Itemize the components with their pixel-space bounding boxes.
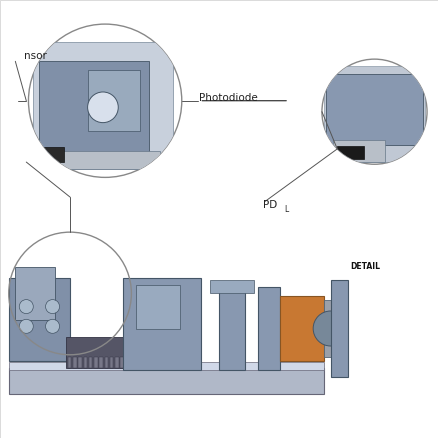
- FancyBboxPatch shape: [39, 61, 149, 158]
- FancyBboxPatch shape: [210, 280, 254, 293]
- FancyBboxPatch shape: [33, 42, 173, 169]
- FancyBboxPatch shape: [136, 285, 180, 328]
- Circle shape: [46, 300, 60, 314]
- Bar: [131, 357, 134, 368]
- FancyBboxPatch shape: [123, 278, 201, 370]
- Bar: [126, 357, 129, 368]
- FancyBboxPatch shape: [331, 280, 348, 377]
- Bar: [141, 357, 145, 368]
- FancyBboxPatch shape: [326, 74, 423, 145]
- Bar: [94, 357, 98, 368]
- Circle shape: [46, 319, 60, 333]
- Text: DETAIL: DETAIL: [350, 262, 380, 272]
- Bar: [157, 357, 161, 368]
- Circle shape: [19, 300, 33, 314]
- FancyBboxPatch shape: [337, 146, 364, 159]
- Bar: [147, 357, 150, 368]
- FancyBboxPatch shape: [333, 140, 385, 162]
- FancyBboxPatch shape: [9, 278, 70, 361]
- Circle shape: [88, 92, 118, 123]
- Circle shape: [313, 311, 348, 346]
- Bar: [68, 357, 71, 368]
- Bar: [78, 357, 82, 368]
- Text: Photodiode: Photodiode: [199, 93, 258, 103]
- FancyBboxPatch shape: [66, 337, 162, 368]
- Bar: [105, 357, 108, 368]
- FancyBboxPatch shape: [324, 300, 331, 357]
- Text: L: L: [284, 205, 288, 215]
- FancyBboxPatch shape: [42, 147, 64, 162]
- FancyBboxPatch shape: [88, 70, 140, 131]
- Circle shape: [19, 319, 33, 333]
- Bar: [120, 357, 124, 368]
- FancyBboxPatch shape: [37, 151, 160, 169]
- Bar: [89, 357, 92, 368]
- Bar: [84, 357, 87, 368]
- Text: nsor: nsor: [24, 51, 47, 61]
- Bar: [110, 357, 113, 368]
- FancyBboxPatch shape: [280, 296, 324, 361]
- Bar: [115, 357, 119, 368]
- Text: PD: PD: [263, 200, 277, 210]
- Bar: [152, 357, 155, 368]
- Bar: [136, 357, 140, 368]
- FancyBboxPatch shape: [258, 287, 280, 370]
- FancyBboxPatch shape: [219, 283, 245, 370]
- FancyBboxPatch shape: [324, 66, 425, 162]
- Bar: [99, 357, 103, 368]
- FancyBboxPatch shape: [9, 368, 324, 394]
- FancyBboxPatch shape: [9, 362, 324, 370]
- Bar: [73, 357, 77, 368]
- FancyBboxPatch shape: [15, 267, 55, 320]
